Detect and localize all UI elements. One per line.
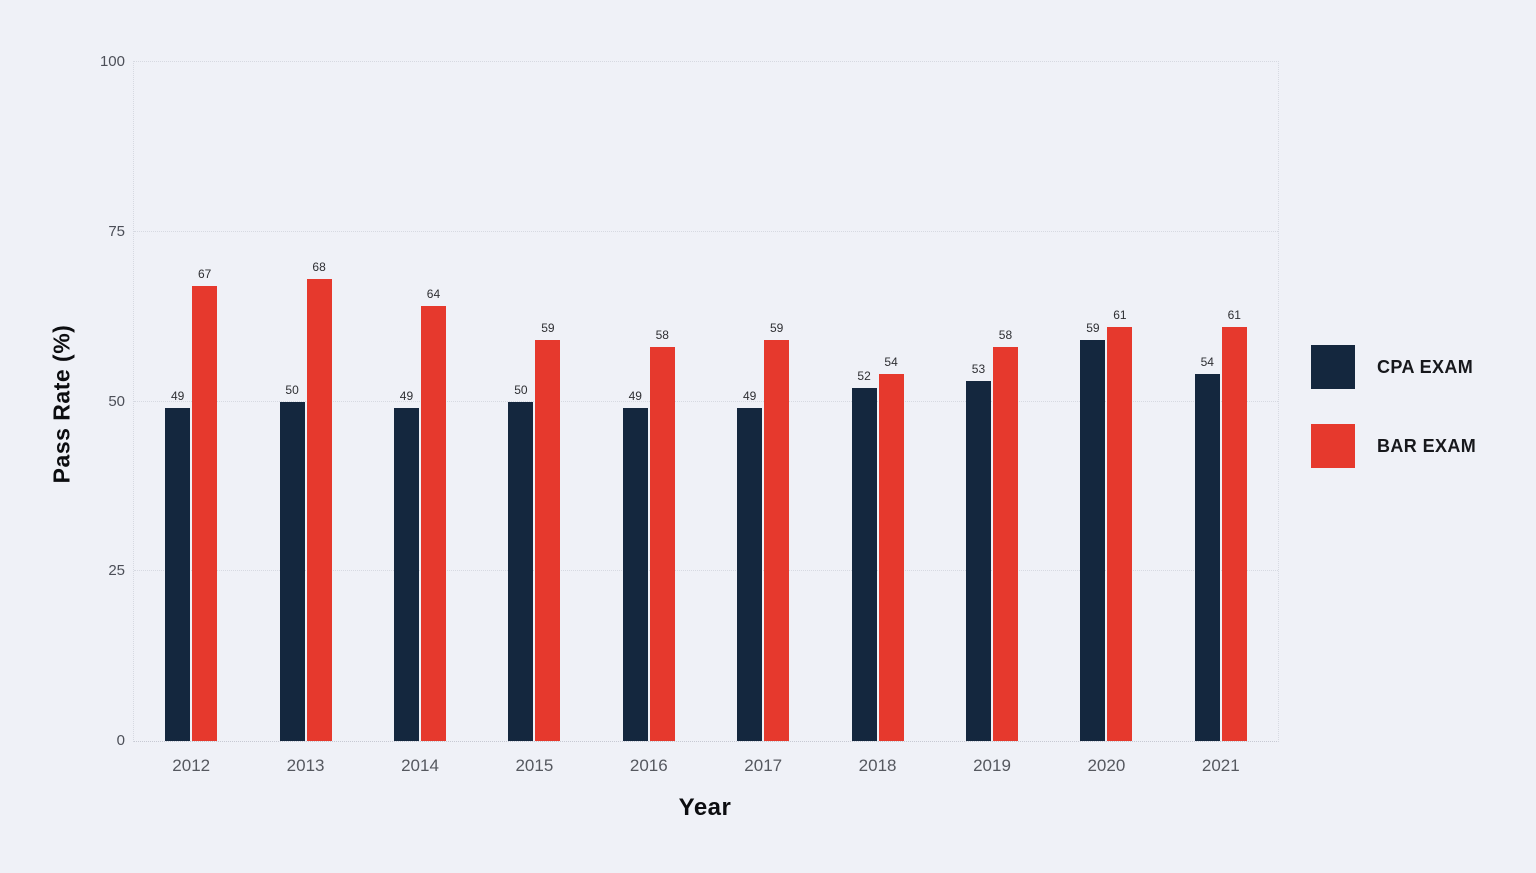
cpa-exam-bar-2013 — [279, 401, 305, 741]
y-axis-title: Pass Rate (%) — [48, 324, 75, 484]
bar-value-label: 52 — [857, 368, 871, 383]
bar-value-label: 49 — [628, 389, 642, 404]
y-tick-label: 75 — [108, 222, 125, 240]
bar-group-2012: 49 67 — [134, 62, 248, 741]
bar-exam-bar-2015 — [535, 340, 561, 741]
bar-value-label: 49 — [171, 389, 185, 404]
bar-value-label: 58 — [655, 328, 669, 343]
bar-group-2013: 50 68 — [248, 62, 362, 741]
bar-group-2015: 50 59 — [477, 62, 591, 741]
bar-exam-bar-2021 — [1221, 326, 1247, 741]
bar-group-2020: 59 61 — [1049, 62, 1163, 741]
x-tick-label-2014: 2014 — [401, 756, 439, 775]
x-axis-title: Year — [678, 794, 732, 821]
bar-exam-bar-2012 — [192, 286, 218, 741]
cpa-exam-bar-2014 — [393, 408, 419, 741]
cpa-exam-bar-2016 — [622, 408, 648, 741]
legend-label: BAR EXAM — [1377, 435, 1477, 456]
gridline-50 — [134, 400, 1278, 402]
bar-exam-bar-2013 — [306, 279, 332, 741]
legend-item-cpa-exam: CPA EXAM — [1311, 345, 1476, 389]
plot-area: 0 25 50 75 100 49 67 50 68 49 64 50 59 49 58 49 59 52 54 5… — [100, 53, 1279, 775]
bar-group-2016: 49 58 — [592, 62, 706, 741]
x-tick-label-2021: 2021 — [1201, 756, 1240, 775]
bar-value-label: 61 — [1227, 307, 1241, 322]
bar-group-2019: 53 58 — [935, 62, 1049, 741]
x-tick-label-2015: 2015 — [515, 756, 554, 775]
cpa-exam-bar-2015 — [508, 401, 534, 741]
cpa-exam-bar-2021 — [1194, 374, 1220, 741]
bar-value-label: 50 — [285, 382, 299, 397]
x-tick-label-2016: 2016 — [629, 756, 668, 775]
bar-group-2017: 49 59 — [706, 62, 820, 741]
bar-value-label: 54 — [884, 355, 898, 370]
bar-exam-bar-2018 — [878, 374, 904, 741]
gridline-25 — [134, 570, 1278, 572]
bar-value-label: 64 — [426, 287, 441, 302]
bar-exam-bar-2020 — [1107, 326, 1133, 741]
legend: CPA EXAM BAR EXAM — [1311, 345, 1476, 503]
bar-value-label: 67 — [198, 267, 212, 282]
bar-value-label: 59 — [541, 321, 555, 336]
bar-value-label: 53 — [971, 362, 986, 377]
cpa-exam-bar-2017 — [737, 408, 763, 741]
bar-exam-bar-2019 — [992, 347, 1018, 741]
bar-value-label: 59 — [1086, 321, 1100, 336]
bar-exam-bar-2017 — [764, 340, 790, 741]
cpa-exam-bar-2020 — [1080, 340, 1106, 741]
bar-exam-swatch — [1311, 424, 1355, 468]
bar-value-label: 68 — [312, 260, 326, 275]
cpa-exam-swatch — [1311, 345, 1355, 389]
bar-group-2021: 54 61 — [1164, 62, 1278, 741]
bar-value-label: 50 — [514, 382, 528, 397]
x-tick-label-2017: 2017 — [744, 756, 783, 775]
gridline-75 — [134, 230, 1278, 232]
bar-group-2018: 52 54 — [820, 62, 934, 741]
bar-exam-bar-2014 — [420, 306, 446, 741]
bar-value-label: 54 — [1200, 355, 1214, 370]
x-tick-label-2013: 2013 — [286, 756, 325, 775]
bar-group-2014: 49 64 — [363, 62, 477, 741]
y-tick-label: 25 — [108, 562, 125, 580]
cpa-exam-bar-2019 — [965, 381, 991, 741]
x-tick-label-2019: 2019 — [973, 756, 1011, 775]
legend-item-bar-exam: BAR EXAM — [1311, 424, 1476, 468]
legend-label: CPA EXAM — [1377, 356, 1474, 377]
bar-value-label: 59 — [770, 321, 784, 336]
x-tick-label-2018: 2018 — [858, 756, 897, 775]
x-tick-label-2012: 2012 — [172, 756, 211, 775]
bar-value-label: 49 — [743, 389, 757, 404]
y-tick-label: 0 — [116, 732, 125, 749]
x-tick-label-2020: 2020 — [1087, 756, 1126, 775]
bar-value-label: 58 — [998, 328, 1013, 343]
cpa-exam-bar-2018 — [851, 387, 877, 741]
cpa-exam-bar-2012 — [165, 408, 191, 741]
bar-value-label: 49 — [399, 389, 414, 404]
y-tick-label: 100 — [99, 53, 125, 70]
bar-value-label: 61 — [1113, 307, 1127, 322]
bar-exam-bar-2016 — [649, 347, 675, 741]
y-tick-label: 50 — [108, 392, 125, 410]
